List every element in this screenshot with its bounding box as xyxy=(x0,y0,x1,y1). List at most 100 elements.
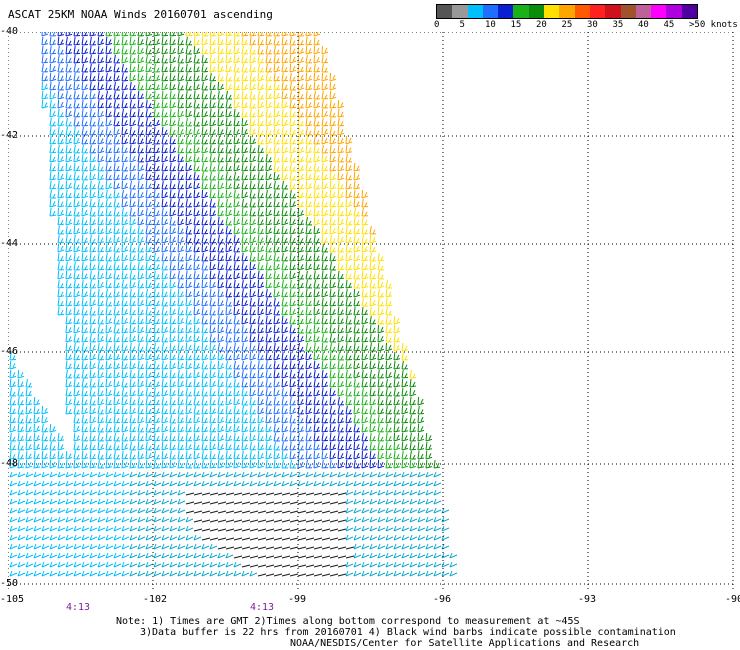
wind-barb xyxy=(305,288,313,298)
wind-barb xyxy=(73,507,82,514)
wind-barb xyxy=(177,252,185,262)
wind-barb xyxy=(25,387,33,397)
wind-barb xyxy=(193,45,201,55)
wind-barb xyxy=(305,528,315,532)
wind-barb xyxy=(281,189,289,199)
wind-barb xyxy=(137,480,146,487)
wind-barb xyxy=(241,288,249,298)
wind-barb xyxy=(449,570,458,577)
wind-barb xyxy=(201,471,210,478)
wind-barb xyxy=(81,288,89,298)
wind-barb xyxy=(113,279,121,289)
wind-barb xyxy=(265,378,273,388)
wind-barb xyxy=(265,234,273,244)
wind-barb xyxy=(321,501,331,505)
wind-barb xyxy=(369,414,377,424)
wind-barb xyxy=(73,459,81,469)
wind-barb xyxy=(177,441,185,451)
wind-barb xyxy=(81,525,90,532)
wind-barb xyxy=(345,450,353,460)
wind-barb xyxy=(273,108,281,118)
wind-barb xyxy=(265,528,275,532)
wind-barb xyxy=(329,564,339,568)
wind-barb xyxy=(105,369,113,379)
wind-barb xyxy=(81,396,89,406)
wind-barb xyxy=(257,537,267,541)
wind-barb xyxy=(161,135,169,145)
wind-barb xyxy=(249,36,257,46)
wind-barb xyxy=(185,297,193,307)
wind-barb xyxy=(161,81,169,91)
wind-barb-map[interactable] xyxy=(7,27,735,592)
wind-barb xyxy=(9,423,17,433)
wind-barb xyxy=(329,108,337,118)
wind-barb xyxy=(201,207,209,217)
wind-barb xyxy=(73,360,81,370)
wind-barb xyxy=(193,297,201,307)
wind-barb xyxy=(153,261,161,271)
wind-barb xyxy=(145,27,153,37)
wind-barb xyxy=(361,342,369,352)
wind-barb xyxy=(57,234,65,244)
wind-barb xyxy=(153,90,161,100)
wind-barb xyxy=(145,441,153,451)
wind-barb xyxy=(225,519,235,523)
wind-barb xyxy=(57,534,66,541)
wind-barb xyxy=(297,501,307,505)
wind-barb xyxy=(17,387,25,397)
wind-barb xyxy=(105,351,113,361)
wind-barb xyxy=(345,198,353,208)
wind-barb xyxy=(265,162,273,172)
wind-barb xyxy=(49,27,57,37)
wind-barb xyxy=(81,54,89,64)
wind-barb xyxy=(65,315,73,325)
wind-barb xyxy=(297,378,305,388)
wind-barb xyxy=(49,207,57,217)
wind-barb xyxy=(137,180,145,190)
wind-barb xyxy=(305,510,315,514)
wind-barb xyxy=(273,288,281,298)
wind-map-plot[interactable] xyxy=(7,27,735,592)
wind-barb xyxy=(353,441,361,451)
wind-barb xyxy=(89,378,97,388)
wind-barb xyxy=(57,54,65,64)
wind-barb xyxy=(185,171,193,181)
wind-barb xyxy=(161,234,169,244)
wind-barb xyxy=(201,63,209,73)
wind-barb xyxy=(345,471,354,478)
wind-barb xyxy=(65,342,73,352)
wind-barb xyxy=(345,315,353,325)
wind-barb xyxy=(17,405,25,415)
wind-barb xyxy=(305,378,313,388)
wind-barb xyxy=(81,27,89,37)
wind-barb xyxy=(321,537,331,541)
wind-barb xyxy=(89,489,98,496)
wind-barb xyxy=(17,570,26,577)
wind-barb xyxy=(9,351,17,361)
wind-barb xyxy=(345,171,353,181)
wind-barb xyxy=(289,108,297,118)
wind-barb xyxy=(89,534,98,541)
wind-barb xyxy=(177,216,185,226)
wind-barb xyxy=(105,516,114,523)
wind-barb xyxy=(153,99,161,109)
wind-barb xyxy=(145,306,153,316)
wind-barb xyxy=(313,153,321,163)
wind-barb xyxy=(225,207,233,217)
wind-barb xyxy=(209,387,217,397)
wind-barb xyxy=(97,432,105,442)
wind-barb xyxy=(17,534,26,541)
wind-barb xyxy=(73,471,82,478)
wind-barb xyxy=(425,507,434,514)
wind-barb xyxy=(57,135,65,145)
wind-barb xyxy=(145,432,153,442)
wind-barb xyxy=(33,459,41,469)
wind-barb xyxy=(265,180,273,190)
wind-barb xyxy=(385,459,393,469)
wind-barb xyxy=(225,288,233,298)
wind-barb xyxy=(209,471,218,478)
wind-barb xyxy=(281,153,289,163)
wind-barb xyxy=(217,27,225,37)
wind-barb xyxy=(201,333,209,343)
wind-barb xyxy=(137,489,146,496)
